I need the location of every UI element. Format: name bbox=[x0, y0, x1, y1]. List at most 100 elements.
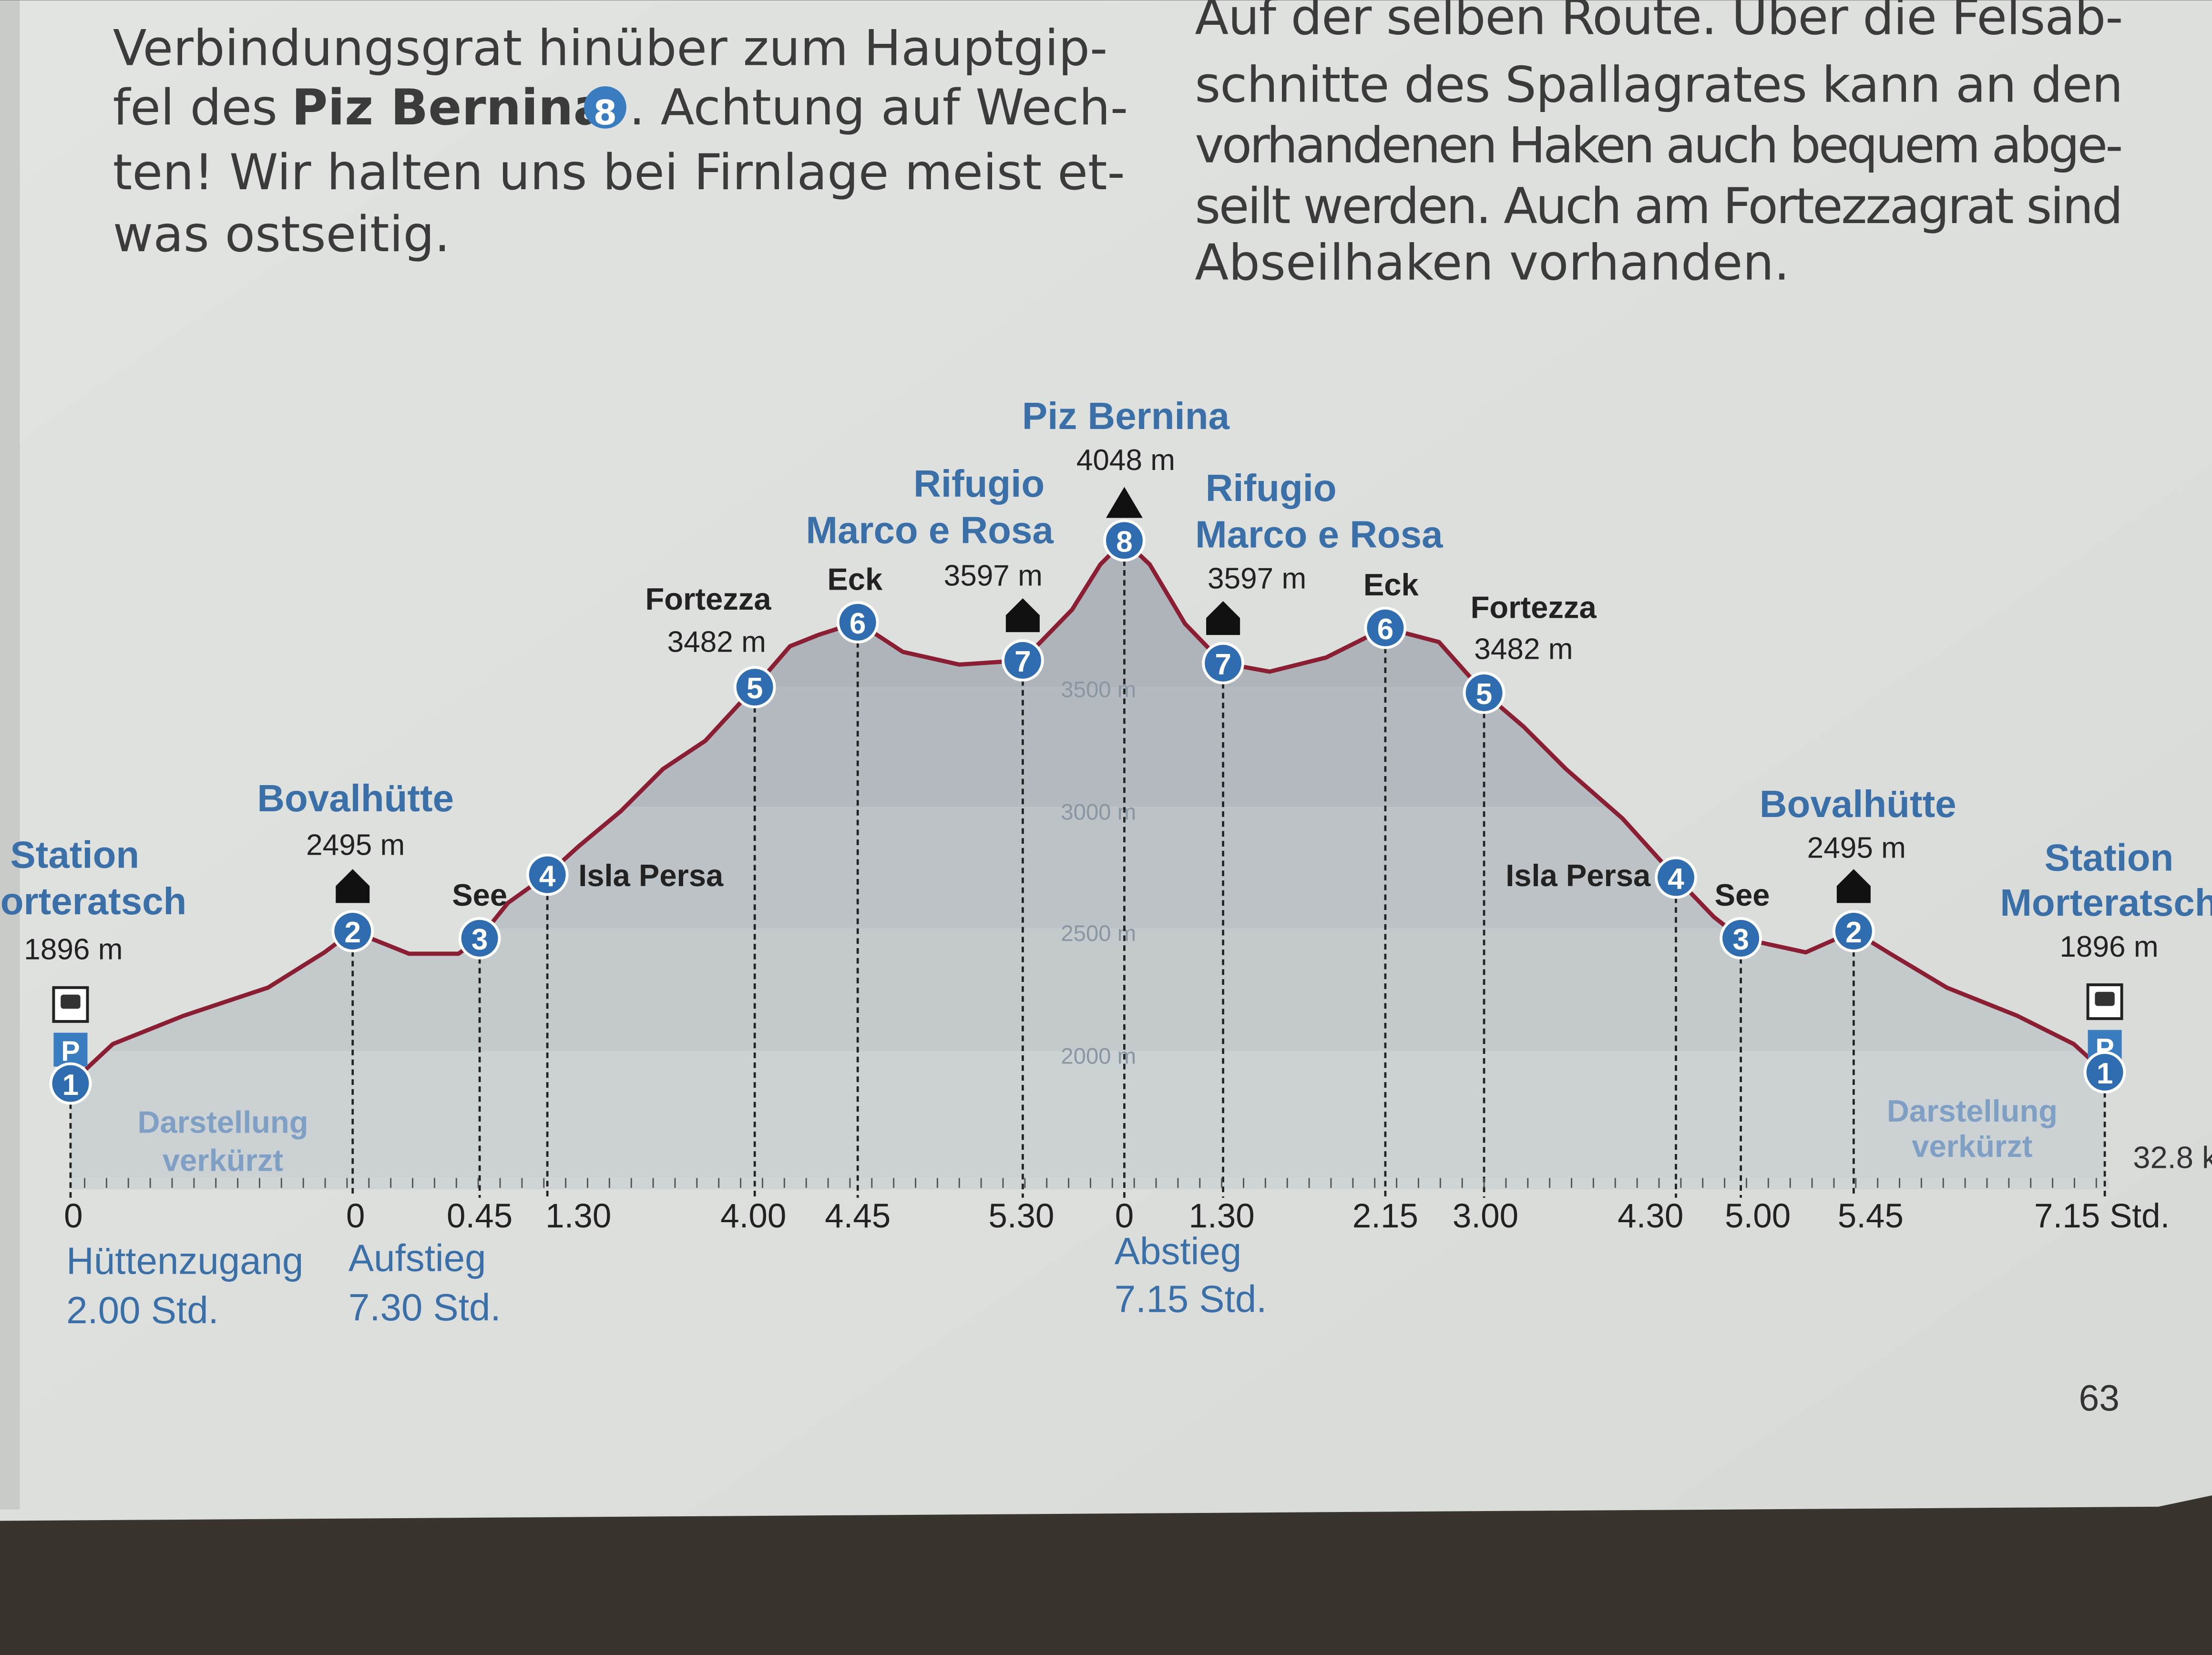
elevation-label: 2500 m bbox=[1061, 921, 1136, 946]
waypoint-name: Rifugio bbox=[913, 462, 1045, 505]
waypoint-marker bbox=[331, 910, 374, 952]
time-label: 5.00 bbox=[1725, 1197, 1791, 1235]
text-line: vorhandenen Haken auch bequem abge- bbox=[1195, 117, 2123, 174]
section-name: Hüttenzugang bbox=[66, 1240, 303, 1282]
waypoint-marker bbox=[1364, 606, 1407, 649]
waypoint-elevation: 1896 m bbox=[24, 933, 123, 966]
hut-icon bbox=[1836, 869, 1871, 903]
waypoint-number: 3 bbox=[471, 923, 488, 956]
text-line: Abseilhaken vorhanden. bbox=[1195, 234, 1790, 291]
waypoint-name: Eck bbox=[827, 562, 883, 596]
time-label: 1.30 bbox=[545, 1197, 611, 1235]
shortened-note: verkürzt bbox=[163, 1143, 283, 1178]
waypoint-name: Bovalhütte bbox=[1760, 783, 1956, 825]
waypoint-marker bbox=[733, 666, 776, 708]
waypoint-marker bbox=[1463, 672, 1505, 714]
time-label: 0 bbox=[346, 1197, 365, 1235]
parking-letter: P bbox=[61, 1035, 80, 1067]
text-line: Auf der selben Route. Über die Felsab- bbox=[1195, 0, 2123, 46]
time-label: 5.30 bbox=[988, 1197, 1054, 1235]
waypoint-number: 6 bbox=[850, 607, 866, 640]
waypoint-name: Station bbox=[10, 833, 140, 876]
time-label: 1.30 bbox=[1189, 1197, 1255, 1235]
waypoint-name: See bbox=[452, 878, 507, 912]
waypoint-marker bbox=[526, 853, 569, 896]
waypoint-elevation: 3597 m bbox=[944, 560, 1043, 593]
badge-number: 8 bbox=[594, 93, 617, 133]
waypoint-marker bbox=[2083, 1051, 2126, 1093]
section-duration: 7.30 Std. bbox=[348, 1286, 501, 1328]
waypoint-number: 7 bbox=[1215, 648, 1231, 681]
time-label: 7.15 Std. bbox=[2034, 1197, 2170, 1235]
time-label: 5.45 bbox=[1838, 1197, 1904, 1235]
waypoint-marker bbox=[1202, 642, 1244, 684]
section-duration: 7.15 Std. bbox=[1115, 1277, 1267, 1320]
waypoint-elevation: 4048 m bbox=[1076, 444, 1175, 477]
time-label: 0 bbox=[1115, 1197, 1134, 1235]
text-line: was ostseitig. bbox=[113, 206, 450, 263]
time-label: 0 bbox=[64, 1197, 83, 1235]
waypoint-name: See bbox=[1715, 878, 1770, 912]
shortened-note: Darstellung bbox=[138, 1105, 308, 1140]
waypoint-marker bbox=[1832, 910, 1875, 952]
waypoint-elevation: 2495 m bbox=[306, 829, 405, 862]
hut-icon bbox=[336, 869, 370, 903]
text-line: . Achtung auf Wech- bbox=[629, 79, 1128, 136]
train-icon-body bbox=[2095, 991, 2115, 1006]
page-number: 63 bbox=[2079, 1378, 2120, 1419]
waypoint-number: 5 bbox=[747, 672, 763, 705]
text-bold: Piz Bernina bbox=[292, 79, 607, 136]
text-span: fel des bbox=[113, 79, 277, 136]
waypoint-marker bbox=[1720, 917, 1762, 960]
waypoint-number: 1 bbox=[2097, 1057, 2113, 1090]
waypoint-name: Isla Persa bbox=[1505, 858, 1651, 893]
badge bbox=[584, 86, 626, 129]
waypoint-marker bbox=[1655, 856, 1697, 899]
waypoint-name: Marco e Rosa bbox=[806, 509, 1054, 552]
waypoint-marker bbox=[49, 1062, 92, 1105]
waypoint-marker bbox=[1103, 519, 1146, 562]
time-label: 3.00 bbox=[1453, 1197, 1518, 1235]
waypoint-elevation: 3482 m bbox=[667, 626, 766, 659]
waypoint-number: 3 bbox=[1732, 923, 1749, 956]
waypoint-number: 1 bbox=[62, 1069, 79, 1102]
waypoint-elevation: 1896 m bbox=[2059, 930, 2158, 963]
waypoint-name: Marco e Rosa bbox=[1195, 513, 1443, 556]
left-page-edge bbox=[0, 0, 20, 1510]
time-label: 2.15 bbox=[1352, 1197, 1418, 1235]
waypoint-name: Station bbox=[2045, 836, 2174, 879]
waypoint-number: 7 bbox=[1014, 645, 1031, 678]
shortened-note: verkürzt bbox=[1912, 1129, 2032, 1164]
waypoint-number: 4 bbox=[539, 860, 556, 893]
text-line: fel des Piz Bernina bbox=[113, 79, 607, 136]
profile-line bbox=[69, 538, 2107, 1085]
time-label: 4.00 bbox=[720, 1197, 786, 1235]
waypoint-marker bbox=[458, 917, 501, 960]
parking-icon bbox=[53, 1032, 88, 1067]
section-duration: 2.00 Std. bbox=[66, 1289, 219, 1331]
elevation-band bbox=[70, 1051, 2105, 1178]
text-line: schnitte des Spallagrates kann an den bbox=[1195, 56, 2123, 113]
text-line: Verbindungsgrat hinüber zum Hauptgip- bbox=[113, 20, 1108, 77]
time-label: 0.45 bbox=[447, 1197, 512, 1235]
waypoint-name: Eck bbox=[1363, 567, 1419, 602]
waypoint-name: Fortezza bbox=[645, 582, 771, 616]
waypoint-name: Morteratsch bbox=[2000, 881, 2212, 924]
time-label: 4.45 bbox=[825, 1197, 891, 1235]
section-name: Aufstieg bbox=[348, 1237, 486, 1279]
waypoint-name: Fortezza bbox=[1471, 590, 1597, 625]
waypoint-number: 8 bbox=[1116, 525, 1133, 558]
waypoint-number: 4 bbox=[1668, 863, 1684, 896]
section-name: Abstieg bbox=[1115, 1230, 1241, 1272]
text-line: ten! Wir halten uns bei Firnlage meist e… bbox=[113, 144, 1125, 201]
waypoint-name: Bovalhütte bbox=[257, 777, 454, 819]
waypoint-number: 2 bbox=[1845, 916, 1862, 949]
right-column: Auf der selben Route. Über die Felsab-sc… bbox=[1195, 0, 2123, 291]
peak-icon bbox=[1106, 487, 1143, 518]
waypoint-number: 5 bbox=[1476, 678, 1493, 711]
time-label: 4.30 bbox=[1618, 1197, 1683, 1235]
waypoint-marker bbox=[1002, 639, 1044, 682]
waypoint-number: 2 bbox=[345, 916, 361, 949]
